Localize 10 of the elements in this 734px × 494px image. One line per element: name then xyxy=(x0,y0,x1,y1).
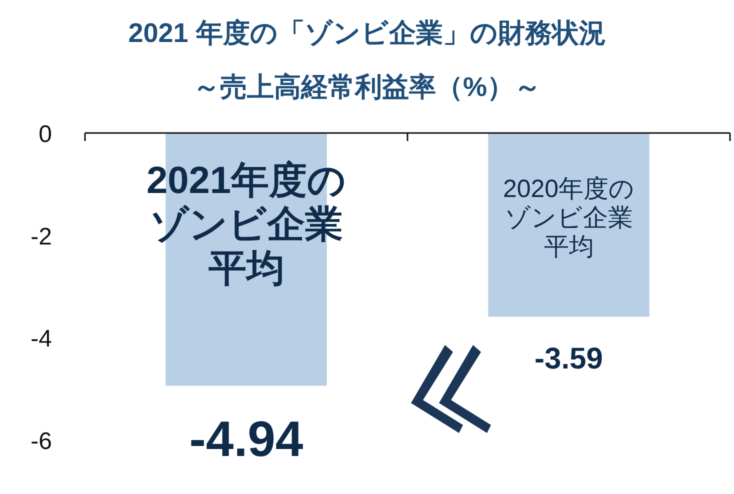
x-tick-label: 2020年度のゾンビ企業平均 xyxy=(502,175,635,261)
y-tick-label: 0 xyxy=(38,121,52,148)
y-tick-label: -2 xyxy=(30,223,52,250)
data-label: -3.59 xyxy=(534,342,603,376)
chart-title: 2021 年度の「ゾンビ企業」の財務状況 xyxy=(128,18,606,48)
y-tick-label: -6 xyxy=(30,428,52,455)
y-tick-label: -4 xyxy=(30,326,52,353)
chart-subtitle: ～売上高経常利益率（%）～ xyxy=(192,72,542,102)
data-label: -4.94 xyxy=(189,410,304,467)
x-tick-label: 2021年度のゾンビ企業平均 xyxy=(146,159,346,290)
